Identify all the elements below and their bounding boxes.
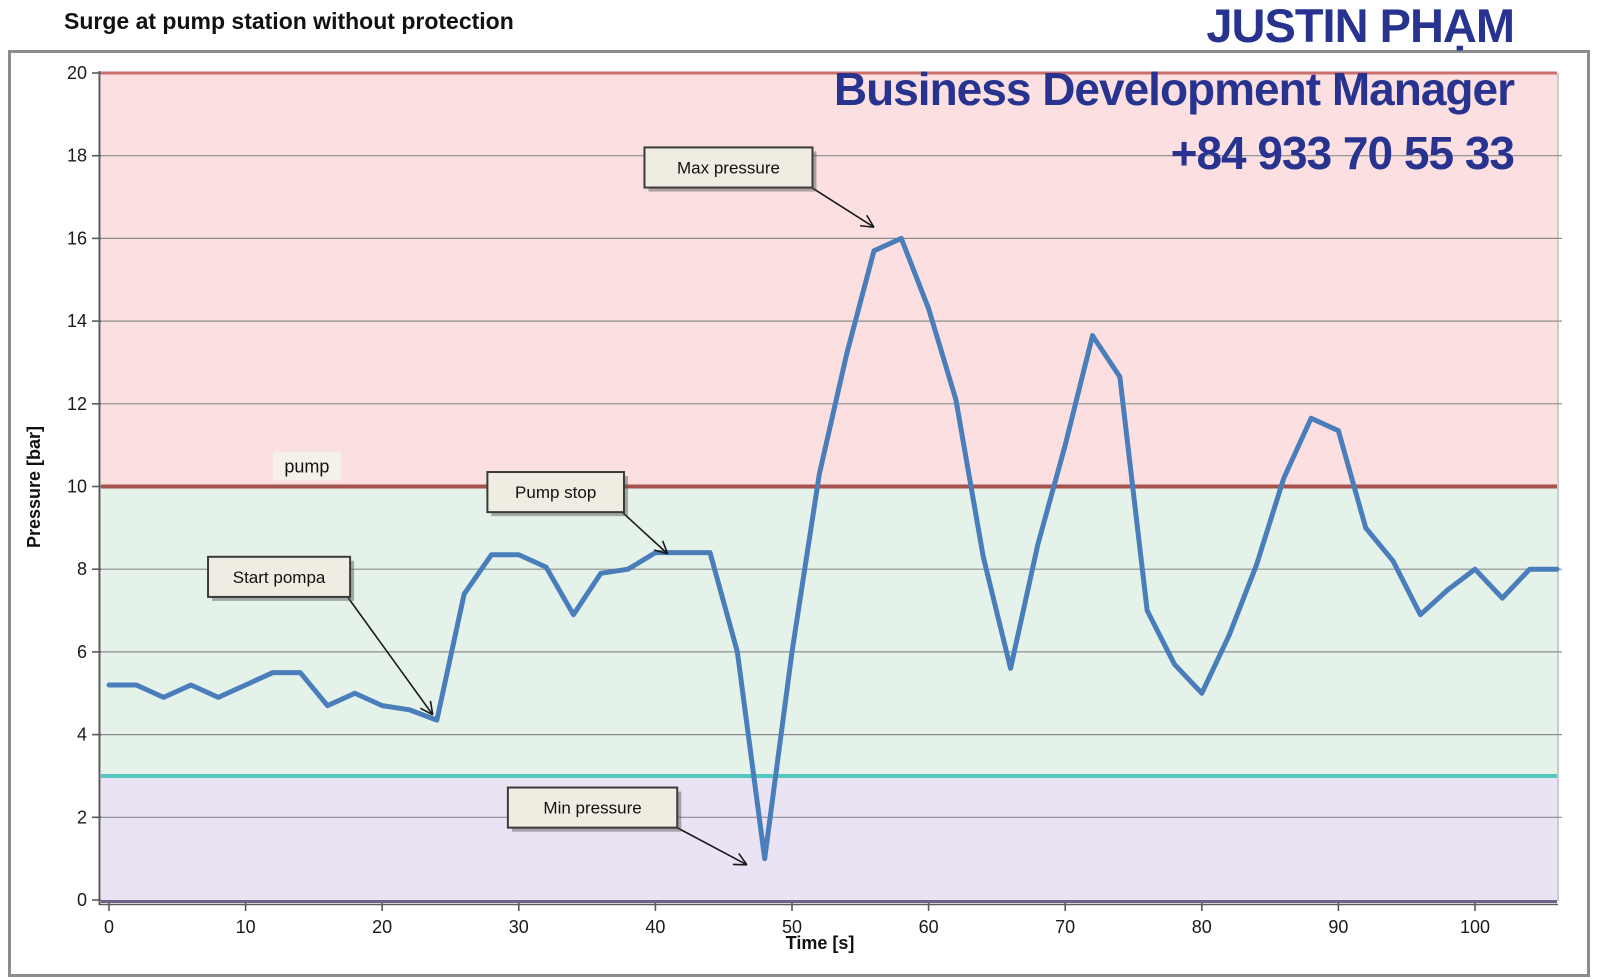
annotation-label: Max pressure [677,158,780,177]
operating-zone-band [101,486,1557,776]
series-label: pump [284,456,329,476]
x-tick-label: 80 [1192,917,1212,937]
annotation-max-pressure: Max pressure [643,146,875,229]
annotation-label: Min pressure [543,799,641,818]
annotation-start-pompa: Start pompa [207,555,434,716]
watermark-phone: +84 933 70 55 33 [1170,127,1515,179]
x-tick-label: 70 [1055,917,1075,937]
y-tick-label: 8 [77,559,87,579]
pressure-line [106,235,1560,862]
x-tick-label: 10 [236,917,256,937]
x-tick-label: 60 [919,917,939,937]
chart-title: Surge at pump station without protection [64,8,514,34]
x-tick-label: 0 [104,917,114,937]
y-tick-label: 14 [67,311,87,331]
x-axis-title: Time [s] [786,933,855,953]
y-tick-label: 12 [67,394,87,414]
y-tick-label: 0 [77,890,87,910]
x-tick-label: 40 [645,917,665,937]
y-tick-label: 4 [77,725,87,745]
x-tick-label: 100 [1460,917,1490,937]
y-tick-label: 6 [77,642,87,662]
x-tick-label: 20 [372,917,392,937]
y-tick-label: 20 [67,63,87,83]
annotation-min-pressure: Min pressure [506,786,748,866]
underpressure-zone-band [101,775,1557,900]
y-tick-label: 10 [67,477,87,497]
x-tick-label: 30 [509,917,529,937]
watermark-role: Business Development Manager [833,63,1515,115]
annotation-label: Pump stop [515,483,596,502]
x-tick-label: 90 [1328,917,1348,937]
x-tick-label: 50 [782,917,802,937]
annotation-pump-stop: Pump stop [486,471,669,555]
y-axis-title: Pressure [bar] [24,426,44,548]
series-label-bg [272,451,341,481]
watermark-name: JUSTIN PHẠM [1206,0,1515,52]
y-tick-label: 2 [77,807,87,827]
y-tick-label: 16 [67,228,87,248]
annotation-label: Start pompa [233,568,326,587]
y-tick-label: 18 [67,146,87,166]
